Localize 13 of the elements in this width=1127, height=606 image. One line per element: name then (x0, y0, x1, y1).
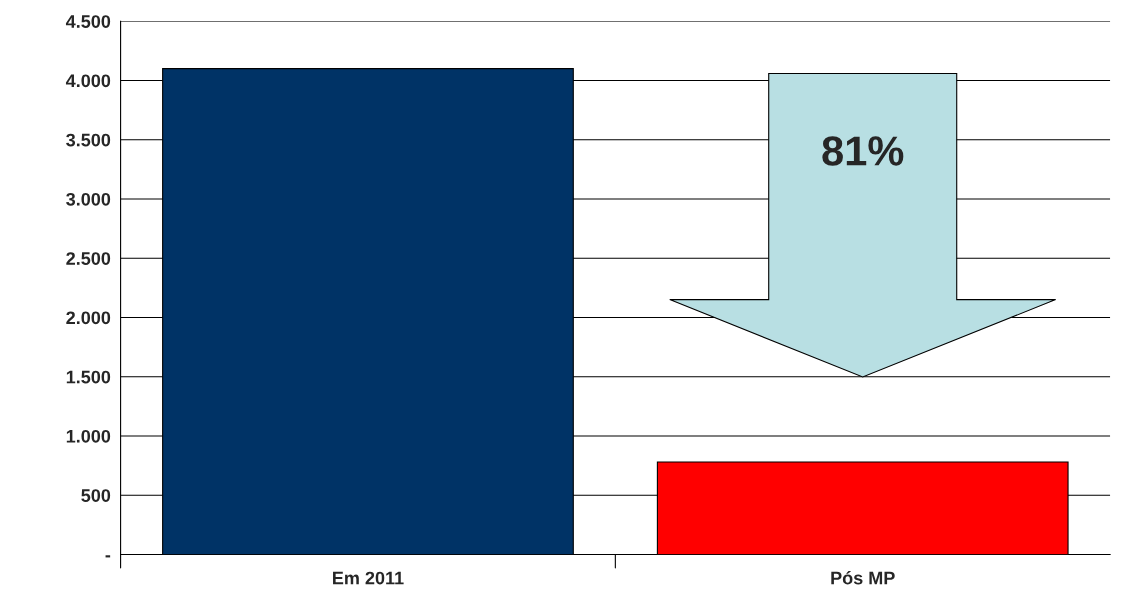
y-tick-label: 1.500 (66, 370, 111, 384)
y-tick-label: 2.500 (66, 252, 111, 265)
y-tick-label: 4.000 (65, 74, 111, 88)
y-tick-label: 3.500 (66, 133, 111, 147)
y-tick-label: - (105, 555, 111, 558)
y-tick-label: 3.000 (66, 192, 111, 206)
y-tick-label: 2.000 (66, 311, 111, 325)
x-tick-label: Em 2011 (333, 571, 404, 585)
x-tick-label: Pós MP (831, 571, 895, 585)
annotation: 81% (822, 136, 904, 166)
y-tick-label: 500 (81, 489, 111, 502)
y-tick-label: 1.000 (66, 429, 111, 443)
y-tick-label: 4.500 (65, 15, 111, 28)
